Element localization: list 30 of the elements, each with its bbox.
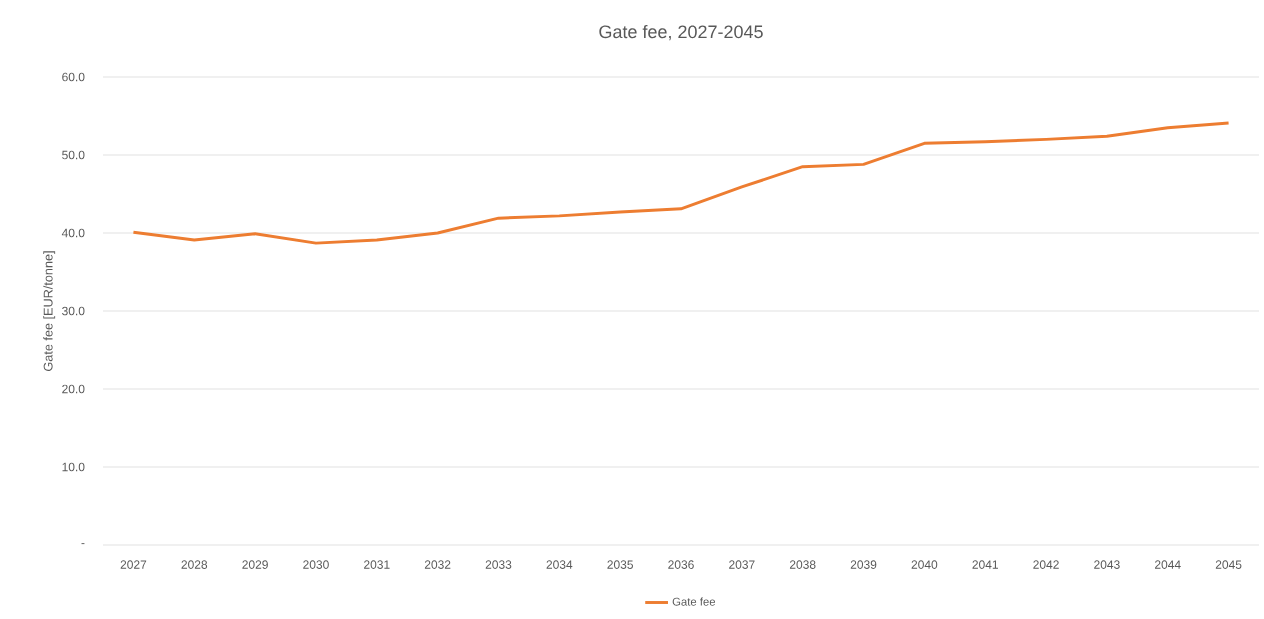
x-tick-label: 2042 [1033, 560, 1059, 569]
chart-title: Gate fee, 2027-2045 [599, 24, 763, 41]
x-tick-label: 2031 [364, 560, 390, 569]
x-tick-label: 2032 [424, 560, 451, 569]
x-tick-label: 2044 [1155, 560, 1181, 569]
x-tick-label: 2039 [850, 560, 877, 569]
y-tick-label: 40.0 [61, 228, 85, 238]
legend-label: Gate fee [672, 597, 716, 606]
y-tick-label: 30.0 [62, 306, 85, 316]
x-tick-label: 2040 [911, 560, 938, 569]
y-axis-title: Gate fee [EUR/tonne] [43, 251, 56, 371]
y-tick-label: 20.0 [62, 384, 85, 394]
y-tick-label: - [81, 543, 85, 545]
y-tick-label: 50.0 [62, 150, 85, 160]
x-tick-label: 2030 [303, 560, 329, 569]
line-series [131, 121, 1231, 245]
y-tick-label: 10.0 [62, 462, 85, 472]
x-tick-label: 2035 [607, 560, 633, 569]
x-tick-label: 2029 [242, 560, 268, 569]
x-tick-label: 2027 [120, 560, 147, 569]
x-tick-label: 2045 [1215, 560, 1242, 569]
y-tick-label: 60.0 [62, 72, 85, 82]
x-tick-label: 2043 [1094, 560, 1120, 569]
x-tick-label: 2028 [181, 560, 208, 569]
x-tick-label: 2036 [668, 560, 694, 569]
x-tick-label: 2037 [729, 560, 755, 569]
x-tick-label: 2033 [485, 560, 512, 569]
x-tick-label: 2034 [546, 560, 573, 569]
x-tick-label: 2041 [972, 560, 998, 569]
x-tick-label: 2038 [789, 560, 816, 569]
